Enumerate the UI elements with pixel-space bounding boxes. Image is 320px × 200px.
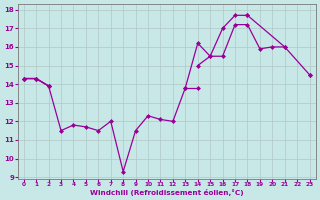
- X-axis label: Windchill (Refroidissement éolien,°C): Windchill (Refroidissement éolien,°C): [90, 189, 244, 196]
